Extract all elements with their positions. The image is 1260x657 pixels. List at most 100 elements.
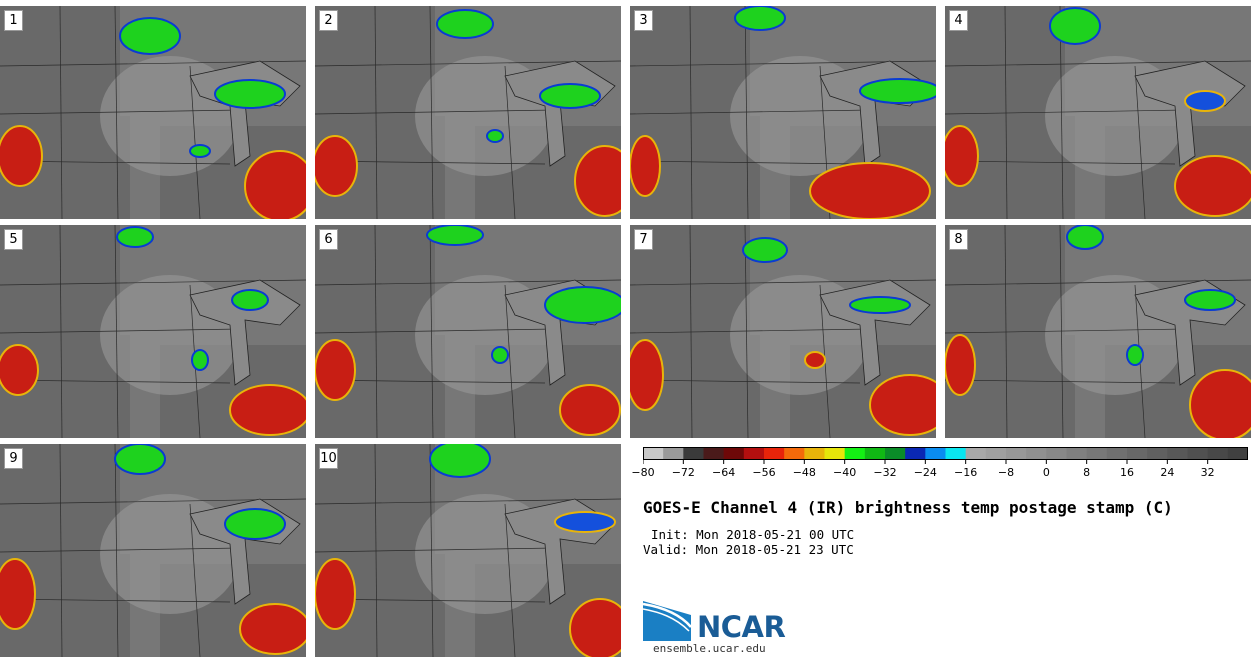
convective-cluster [244,150,306,219]
panel-number-label: 9 [4,448,23,469]
cold-cloud-top [849,296,911,314]
cold-cloud-top [742,237,788,263]
ensemble-panel: 3 [630,6,936,219]
panel-number-label: 1 [4,10,23,31]
ensemble-panel: 1 [0,6,306,219]
cold-cloud-top [544,286,621,324]
ensemble-panel: 9 [0,444,306,657]
colorbar-swatch [663,447,684,460]
chart-title: GOES-E Channel 4 (IR) brightness temp po… [643,498,1173,517]
colorbar-swatch [1066,447,1088,460]
colorbar-swatch [764,447,785,460]
convective-cluster [0,344,39,396]
colorbar-tick-label: −32 [873,466,897,479]
convective-cluster [1189,369,1251,438]
convective-cluster [574,145,621,217]
convective-cluster [804,351,826,369]
cold-cloud-top [231,289,269,311]
cold-cloud-top [429,444,491,478]
cold-cloud-top [859,78,936,104]
colorbar-tick-label: −64 [712,466,736,479]
cold-cloud-top [114,444,166,475]
cold-cloud-top [426,225,484,246]
colorbar-tick-label: 0 [1042,466,1050,479]
colorbar-tick-label: −40 [833,466,857,479]
colorbar-swatch [1026,447,1047,460]
colorbar-tick-label: 24 [1160,466,1175,479]
convective-cluster [945,125,979,187]
satellite-map [945,6,1251,219]
panel-number-label: 5 [4,229,23,250]
valid-time: Valid: Mon 2018-05-21 23 UTC [643,542,854,557]
colorbar-swatch [864,447,886,460]
colorbar-tick-label: −80 [631,466,655,479]
colorbar-swatch [905,447,926,460]
cold-cloud-top [436,9,494,39]
cold-cloud-top [189,144,211,158]
panel-number-label: 3 [634,10,653,31]
colorbar-swatch [723,447,745,460]
cold-cloud-top [214,79,286,109]
convective-cluster [239,603,306,655]
colorbar [643,447,1248,464]
panel-number-label: 8 [949,229,968,250]
colorbar-swatch [1006,447,1027,460]
colorbar-swatch [1187,447,1209,460]
colorbar-swatch [703,447,725,460]
convective-cluster [559,384,621,436]
cold-cloud-top [1066,225,1104,250]
cold-cloud-top [486,129,504,143]
init-time: Init: Mon 2018-05-21 00 UTC [651,527,855,542]
colorbar-swatch [885,447,906,460]
colorbar-swatch [683,447,704,460]
convective-cluster [630,135,661,197]
ensemble-panel: 5 [0,225,306,438]
colorbar-tick-label: −24 [913,466,937,479]
colorbar-swatch [743,447,765,460]
ncar-logo-text: NCAR [697,610,786,644]
satellite-map [0,225,306,438]
colorbar-swatch [1227,447,1248,460]
cold-cloud-top [1126,344,1144,366]
cold-cloud-top [116,226,154,248]
colorbar-swatch [844,447,866,460]
colorbar-swatch [985,447,1007,460]
colorbar-swatch [945,447,967,460]
colorbar-swatch [925,447,946,460]
convective-cluster [569,598,621,657]
convective-cluster [315,558,356,630]
colorbar-swatch [965,447,987,460]
panel-number-label: 4 [949,10,968,31]
panel-number-label: 6 [319,229,338,250]
convective-cluster [1174,155,1251,217]
satellite-map [315,6,621,219]
ensemble-panel: 6 [315,225,621,438]
colorbar-tick-label: 8 [1083,466,1091,479]
colorbar-swatch [643,447,664,460]
convective-cluster [0,125,43,187]
ensemble-panel: 4 [945,6,1251,219]
convective-cluster [315,135,358,197]
colorbar-swatch [784,447,805,460]
satellite-map [630,225,936,438]
cold-cloud-top [491,346,509,364]
satellite-map [315,444,621,657]
panel-number-label: 7 [634,229,653,250]
colorbar-swatch [1127,447,1148,460]
site-url[interactable]: ensemble.ucar.edu [653,642,766,655]
convective-cluster [809,162,931,219]
ensemble-panel: 8 [945,225,1251,438]
colorbar-swatch [1207,447,1229,460]
satellite-map [630,6,936,219]
colorbar-tick-label: −48 [792,466,816,479]
convective-cluster [869,374,936,436]
colorbar-swatch [1147,447,1168,460]
ncar-logo-icon [643,601,692,641]
satellite-map [0,444,306,657]
colorbar-tick-label: −8 [997,466,1015,479]
cold-cloud-top [734,6,786,31]
ensemble-panel: 7 [630,225,936,438]
convective-cluster [945,334,976,396]
colorbar-swatch [804,447,825,460]
colorbar-tick-label: −16 [954,466,978,479]
